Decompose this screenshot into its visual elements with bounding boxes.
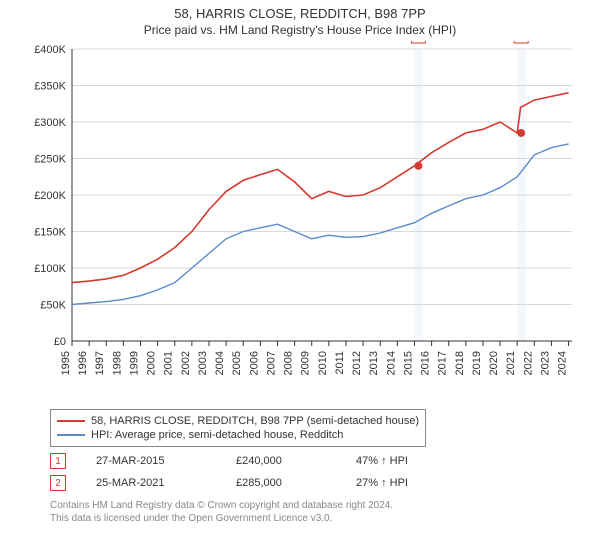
chart-svg: £0 £50K £100K £150K £200K £250K £300K £350K £400… bbox=[20, 41, 580, 401]
svg-text:2022: 2022 bbox=[522, 351, 534, 375]
sale-date: 27-MAR-2015 bbox=[96, 455, 206, 467]
sale-marker-2: 2 bbox=[50, 475, 66, 491]
legend-swatch bbox=[57, 420, 85, 422]
svg-text:2009: 2009 bbox=[300, 351, 312, 375]
sale-point-1 bbox=[414, 162, 422, 170]
footnote-line2: This data is licensed under the Open Gov… bbox=[50, 512, 580, 525]
svg-text:2013: 2013 bbox=[368, 351, 380, 375]
legend-item-1: HPI: Average price, semi-detached house,… bbox=[57, 428, 419, 442]
sale-marker-1: 1 bbox=[50, 453, 66, 469]
sales-table: 1 27-MAR-2015 £240,000 47% ↑ HPI 2 25-MAR-202… bbox=[0, 453, 600, 491]
page-title: 58, HARRIS CLOSE, REDDITCH, B98 7PP bbox=[0, 0, 600, 21]
svg-text:2004: 2004 bbox=[214, 351, 226, 375]
svg-text:£0: £0 bbox=[54, 336, 66, 348]
svg-text:1: 1 bbox=[416, 41, 422, 43]
svg-text:2018: 2018 bbox=[454, 351, 466, 375]
series-property bbox=[72, 93, 569, 283]
svg-text:2002: 2002 bbox=[180, 351, 192, 375]
svg-text:2010: 2010 bbox=[317, 351, 329, 375]
svg-text:2005: 2005 bbox=[231, 351, 243, 375]
svg-text:2021: 2021 bbox=[505, 351, 517, 375]
svg-text:£400K: £400K bbox=[34, 44, 66, 56]
legend-swatch bbox=[57, 434, 85, 436]
svg-text:2015: 2015 bbox=[402, 351, 414, 375]
svg-text:£50K: £50K bbox=[40, 300, 66, 312]
svg-text:2000: 2000 bbox=[146, 351, 158, 375]
sale-point-2 bbox=[517, 129, 525, 137]
series-hpi bbox=[72, 144, 569, 305]
svg-text:2014: 2014 bbox=[385, 351, 397, 375]
footnote: Contains HM Land Registry data © Crown c… bbox=[50, 499, 580, 525]
svg-text:1995: 1995 bbox=[60, 351, 72, 375]
svg-text:£100K: £100K bbox=[34, 263, 66, 275]
svg-text:2016: 2016 bbox=[420, 351, 432, 375]
svg-text:2024: 2024 bbox=[557, 351, 569, 375]
svg-text:2011: 2011 bbox=[334, 351, 346, 375]
legend: 58, HARRIS CLOSE, REDDITCH, B98 7PP (sem… bbox=[50, 409, 426, 447]
svg-text:2012: 2012 bbox=[351, 351, 363, 375]
svg-text:1996: 1996 bbox=[77, 351, 89, 375]
svg-text:2023: 2023 bbox=[539, 351, 551, 375]
sale-row-2: 2 25-MAR-2021 £285,000 27% ↑ HPI bbox=[50, 475, 580, 491]
sale-price: £240,000 bbox=[236, 455, 326, 467]
svg-text:2017: 2017 bbox=[437, 351, 449, 375]
legend-label: 58, HARRIS CLOSE, REDDITCH, B98 7PP (sem… bbox=[91, 415, 419, 427]
footnote-line1: Contains HM Land Registry data © Crown c… bbox=[50, 499, 580, 512]
svg-text:£150K: £150K bbox=[34, 227, 66, 239]
svg-text:2: 2 bbox=[518, 41, 524, 43]
page-subtitle: Price paid vs. HM Land Registry's House … bbox=[0, 21, 600, 41]
svg-text:2003: 2003 bbox=[197, 351, 209, 375]
sale-row-1: 1 27-MAR-2015 £240,000 47% ↑ HPI bbox=[50, 453, 580, 469]
svg-text:1997: 1997 bbox=[94, 351, 106, 375]
sale-price: £285,000 bbox=[236, 477, 326, 489]
legend-label: HPI: Average price, semi-detached house,… bbox=[91, 429, 343, 441]
svg-text:2006: 2006 bbox=[248, 351, 260, 375]
sale-delta: 47% ↑ HPI bbox=[356, 455, 408, 467]
svg-text:£250K: £250K bbox=[34, 154, 66, 166]
svg-text:2007: 2007 bbox=[265, 351, 277, 375]
svg-text:2008: 2008 bbox=[283, 351, 295, 375]
svg-text:£300K: £300K bbox=[34, 117, 66, 129]
svg-text:1998: 1998 bbox=[111, 351, 123, 375]
svg-text:2001: 2001 bbox=[163, 351, 175, 375]
svg-text:£200K: £200K bbox=[34, 190, 66, 202]
svg-text:£350K: £350K bbox=[34, 81, 66, 93]
legend-item-0: 58, HARRIS CLOSE, REDDITCH, B98 7PP (sem… bbox=[57, 414, 419, 428]
sale-delta: 27% ↑ HPI bbox=[356, 477, 408, 489]
sale-date: 25-MAR-2021 bbox=[96, 477, 206, 489]
price-chart: £0 £50K £100K £150K £200K £250K £300K £350K £400… bbox=[20, 41, 580, 401]
svg-text:1999: 1999 bbox=[128, 351, 140, 375]
svg-text:2019: 2019 bbox=[471, 351, 483, 375]
svg-text:2020: 2020 bbox=[488, 351, 500, 375]
